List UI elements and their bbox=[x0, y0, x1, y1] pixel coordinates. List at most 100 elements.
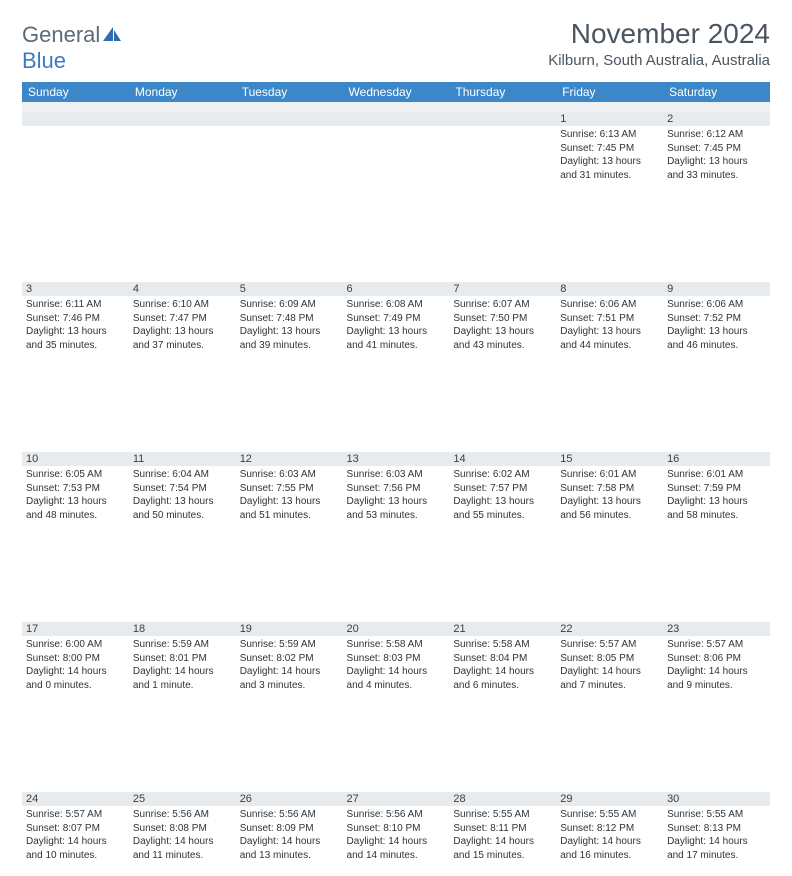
logo: General Blue bbox=[22, 22, 122, 74]
week-divider bbox=[22, 536, 770, 622]
day-number: 7 bbox=[449, 282, 556, 296]
day-number: 2 bbox=[663, 112, 770, 126]
day-number bbox=[449, 112, 556, 126]
week-divider bbox=[22, 196, 770, 282]
week-row: Sunrise: 6:11 AMSunset: 7:46 PMDaylight:… bbox=[22, 296, 770, 366]
day-info: Sunrise: 5:57 AMSunset: 8:05 PMDaylight:… bbox=[560, 638, 659, 692]
day-cell: Sunrise: 6:02 AMSunset: 7:57 PMDaylight:… bbox=[449, 466, 556, 536]
day-info: Sunrise: 6:01 AMSunset: 7:58 PMDaylight:… bbox=[560, 468, 659, 522]
day-info: Sunrise: 6:03 AMSunset: 7:55 PMDaylight:… bbox=[240, 468, 339, 522]
day-cell: Sunrise: 5:57 AMSunset: 8:07 PMDaylight:… bbox=[22, 806, 129, 876]
day-cell: Sunrise: 6:09 AMSunset: 7:48 PMDaylight:… bbox=[236, 296, 343, 366]
day-cell: Sunrise: 5:55 AMSunset: 8:13 PMDaylight:… bbox=[663, 806, 770, 876]
day-number: 10 bbox=[22, 452, 129, 466]
logo-sail-icon bbox=[102, 26, 122, 47]
day-number: 12 bbox=[236, 452, 343, 466]
day-cell: Sunrise: 6:03 AMSunset: 7:55 PMDaylight:… bbox=[236, 466, 343, 536]
day-info: Sunrise: 5:58 AMSunset: 8:04 PMDaylight:… bbox=[453, 638, 552, 692]
day-number-row: 17181920212223 bbox=[22, 622, 770, 636]
day-number: 26 bbox=[236, 792, 343, 806]
day-cell: Sunrise: 6:05 AMSunset: 7:53 PMDaylight:… bbox=[22, 466, 129, 536]
day-number: 23 bbox=[663, 622, 770, 636]
day-number: 6 bbox=[343, 282, 450, 296]
day-cell: Sunrise: 5:57 AMSunset: 8:05 PMDaylight:… bbox=[556, 636, 663, 706]
day-info: Sunrise: 5:59 AMSunset: 8:02 PMDaylight:… bbox=[240, 638, 339, 692]
day-info: Sunrise: 6:12 AMSunset: 7:45 PMDaylight:… bbox=[667, 128, 766, 182]
week-divider bbox=[22, 366, 770, 452]
day-cell: Sunrise: 5:56 AMSunset: 8:09 PMDaylight:… bbox=[236, 806, 343, 876]
day-number: 19 bbox=[236, 622, 343, 636]
day-number: 21 bbox=[449, 622, 556, 636]
day-info: Sunrise: 6:09 AMSunset: 7:48 PMDaylight:… bbox=[240, 298, 339, 352]
day-header: Monday bbox=[129, 82, 236, 102]
day-number: 3 bbox=[22, 282, 129, 296]
day-cell: Sunrise: 5:55 AMSunset: 8:12 PMDaylight:… bbox=[556, 806, 663, 876]
day-header: Tuesday bbox=[236, 82, 343, 102]
day-cell: Sunrise: 5:58 AMSunset: 8:03 PMDaylight:… bbox=[343, 636, 450, 706]
day-header: Wednesday bbox=[343, 82, 450, 102]
week-row: Sunrise: 6:13 AMSunset: 7:45 PMDaylight:… bbox=[22, 126, 770, 196]
day-number: 15 bbox=[556, 452, 663, 466]
day-info: Sunrise: 6:02 AMSunset: 7:57 PMDaylight:… bbox=[453, 468, 552, 522]
day-number: 13 bbox=[343, 452, 450, 466]
day-info: Sunrise: 6:05 AMSunset: 7:53 PMDaylight:… bbox=[26, 468, 125, 522]
day-info: Sunrise: 5:55 AMSunset: 8:13 PMDaylight:… bbox=[667, 808, 766, 862]
day-cell: Sunrise: 5:59 AMSunset: 8:01 PMDaylight:… bbox=[129, 636, 236, 706]
day-number: 9 bbox=[663, 282, 770, 296]
day-cell bbox=[343, 126, 450, 196]
header: General Blue November 2024 Kilburn, Sout… bbox=[22, 18, 770, 74]
day-number: 16 bbox=[663, 452, 770, 466]
day-cell: Sunrise: 6:13 AMSunset: 7:45 PMDaylight:… bbox=[556, 126, 663, 196]
day-number-row: 3456789 bbox=[22, 282, 770, 296]
day-cell: Sunrise: 6:06 AMSunset: 7:52 PMDaylight:… bbox=[663, 296, 770, 366]
day-info: Sunrise: 6:06 AMSunset: 7:52 PMDaylight:… bbox=[667, 298, 766, 352]
day-header: Thursday bbox=[449, 82, 556, 102]
location: Kilburn, South Australia, Australia bbox=[548, 52, 770, 69]
day-info: Sunrise: 5:56 AMSunset: 8:08 PMDaylight:… bbox=[133, 808, 232, 862]
day-cell: Sunrise: 6:10 AMSunset: 7:47 PMDaylight:… bbox=[129, 296, 236, 366]
day-cell: Sunrise: 5:55 AMSunset: 8:11 PMDaylight:… bbox=[449, 806, 556, 876]
day-info: Sunrise: 6:03 AMSunset: 7:56 PMDaylight:… bbox=[347, 468, 446, 522]
week-divider bbox=[22, 706, 770, 792]
day-info: Sunrise: 6:08 AMSunset: 7:49 PMDaylight:… bbox=[347, 298, 446, 352]
day-number: 1 bbox=[556, 112, 663, 126]
day-cell bbox=[129, 126, 236, 196]
day-number: 20 bbox=[343, 622, 450, 636]
day-cell bbox=[22, 126, 129, 196]
day-info: Sunrise: 5:55 AMSunset: 8:12 PMDaylight:… bbox=[560, 808, 659, 862]
day-number: 29 bbox=[556, 792, 663, 806]
day-cell bbox=[236, 126, 343, 196]
day-cell: Sunrise: 6:03 AMSunset: 7:56 PMDaylight:… bbox=[343, 466, 450, 536]
day-info: Sunrise: 6:10 AMSunset: 7:47 PMDaylight:… bbox=[133, 298, 232, 352]
day-number bbox=[22, 112, 129, 126]
day-number: 30 bbox=[663, 792, 770, 806]
day-info: Sunrise: 5:56 AMSunset: 8:10 PMDaylight:… bbox=[347, 808, 446, 862]
day-info: Sunrise: 6:13 AMSunset: 7:45 PMDaylight:… bbox=[560, 128, 659, 182]
day-number: 24 bbox=[22, 792, 129, 806]
day-info: Sunrise: 5:57 AMSunset: 8:07 PMDaylight:… bbox=[26, 808, 125, 862]
day-cell: Sunrise: 6:04 AMSunset: 7:54 PMDaylight:… bbox=[129, 466, 236, 536]
day-number: 27 bbox=[343, 792, 450, 806]
day-info: Sunrise: 6:11 AMSunset: 7:46 PMDaylight:… bbox=[26, 298, 125, 352]
day-info: Sunrise: 6:07 AMSunset: 7:50 PMDaylight:… bbox=[453, 298, 552, 352]
day-info: Sunrise: 5:57 AMSunset: 8:06 PMDaylight:… bbox=[667, 638, 766, 692]
day-cell: Sunrise: 6:00 AMSunset: 8:00 PMDaylight:… bbox=[22, 636, 129, 706]
day-number: 8 bbox=[556, 282, 663, 296]
logo-text-general: General bbox=[22, 22, 100, 47]
day-cell bbox=[449, 126, 556, 196]
day-number: 14 bbox=[449, 452, 556, 466]
day-header-row: Sunday Monday Tuesday Wednesday Thursday… bbox=[22, 82, 770, 102]
day-cell: Sunrise: 6:12 AMSunset: 7:45 PMDaylight:… bbox=[663, 126, 770, 196]
day-info: Sunrise: 6:01 AMSunset: 7:59 PMDaylight:… bbox=[667, 468, 766, 522]
month-title: November 2024 bbox=[548, 18, 770, 50]
day-info: Sunrise: 5:58 AMSunset: 8:03 PMDaylight:… bbox=[347, 638, 446, 692]
day-info: Sunrise: 5:55 AMSunset: 8:11 PMDaylight:… bbox=[453, 808, 552, 862]
day-number: 18 bbox=[129, 622, 236, 636]
spacer-row bbox=[22, 102, 770, 112]
day-number: 17 bbox=[22, 622, 129, 636]
day-info: Sunrise: 5:56 AMSunset: 8:09 PMDaylight:… bbox=[240, 808, 339, 862]
day-header: Friday bbox=[556, 82, 663, 102]
day-cell: Sunrise: 5:59 AMSunset: 8:02 PMDaylight:… bbox=[236, 636, 343, 706]
day-cell: Sunrise: 5:57 AMSunset: 8:06 PMDaylight:… bbox=[663, 636, 770, 706]
day-header: Saturday bbox=[663, 82, 770, 102]
